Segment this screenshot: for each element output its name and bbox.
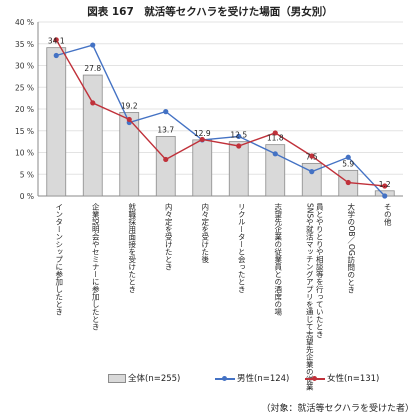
x-tick-label: その他: [383, 203, 392, 227]
bar: [46, 47, 67, 197]
point-male: [53, 52, 59, 59]
chart-title: 図表 167 就活等セクハラを受けた場面（男女別）: [87, 6, 333, 18]
y-tick-label: 25 %: [15, 83, 34, 92]
legend-label-all: 全体(n=255): [128, 374, 181, 384]
legend: 全体(n=255) 男性(n=124) 女性(n=131): [60, 372, 390, 386]
y-tick-label: 35 %: [15, 40, 34, 49]
legend-swatch-female: [305, 375, 325, 382]
x-tick-label: インターンシップに参加したとき: [55, 203, 64, 316]
data-label: 27.8: [84, 64, 101, 73]
x-tick-label: 員とやりとりや相談等を行っていたとき: [315, 203, 324, 338]
data-label: 12.5: [230, 131, 247, 140]
bar: [82, 74, 103, 197]
bar: [265, 144, 286, 197]
x-tick-label: 大学のOB／OG訪問のとき: [347, 202, 356, 294]
point-male: [90, 42, 96, 48]
bar: [192, 139, 213, 197]
bar: [228, 141, 249, 197]
y-tick-label: 40 %: [15, 18, 34, 27]
x-tick-label: 内々定を受けた後: [201, 202, 210, 263]
data-label: 1.2: [379, 180, 391, 189]
data-label: 7.5: [306, 152, 318, 161]
point-female: [272, 130, 278, 136]
legend-label-male: 男性(n=124): [237, 374, 290, 384]
data-label: 11.8: [267, 134, 284, 143]
point-male: [163, 109, 169, 115]
legend-item-male: 男性(n=124): [215, 372, 289, 384]
point-female: [199, 136, 205, 143]
point-male: [382, 193, 388, 199]
point-female: [345, 179, 351, 186]
series-line-female: [55, 39, 385, 187]
data-label: 34.1: [48, 37, 65, 46]
x-tick-label: 志望先企業の従業員との酒席の場: [274, 202, 283, 317]
y-tick-label: 5 %: [20, 170, 34, 179]
point-male: [345, 154, 351, 160]
bar: [301, 162, 322, 197]
bar: [155, 136, 176, 197]
x-tick-label: 就職採用面接を受けたとき: [128, 202, 137, 293]
legend-swatch-all: [108, 374, 126, 383]
footnote: （対象：就活等セクハラを受けた者）: [261, 404, 414, 414]
bar: [119, 112, 140, 197]
point-female: [309, 153, 315, 159]
legend-swatch-male: [215, 375, 235, 382]
point-male: [236, 133, 242, 140]
x-tick-label: リクルーターと会ったとき: [237, 203, 246, 293]
y-tick-label: 30 %: [15, 62, 34, 71]
x-tick-label: SNSや就活マッチングアプリを通じて志望先企業の従業: [305, 203, 314, 392]
point-female: [90, 100, 96, 106]
point-female: [382, 183, 388, 189]
data-label: 19.2: [121, 101, 138, 110]
point-male: [272, 151, 278, 157]
y-tick-label: 10 %: [15, 149, 34, 158]
point-female: [163, 156, 169, 163]
legend-label-female: 女性(n=131): [327, 374, 380, 384]
point-female: [126, 116, 132, 123]
data-label: 12.9: [194, 129, 211, 138]
series-line-male: [56, 44, 386, 197]
legend-item-female: 女性(n=131): [305, 372, 379, 384]
data-label: 5.9: [342, 159, 354, 168]
x-tick-label: 内々定を受けたとき: [164, 202, 173, 271]
y-tick-label: 0 %: [20, 192, 34, 201]
y-tick-label: 20 %: [15, 105, 34, 114]
point-female: [53, 37, 59, 43]
point-female: [236, 143, 242, 149]
data-label: 13.7: [157, 125, 174, 134]
y-tick-label: 15 %: [15, 127, 34, 136]
x-tick-label: 企業説明会やセミナーに参加したとき: [91, 202, 100, 331]
point-male: [309, 169, 315, 175]
legend-item-all: 全体(n=255): [108, 372, 180, 384]
